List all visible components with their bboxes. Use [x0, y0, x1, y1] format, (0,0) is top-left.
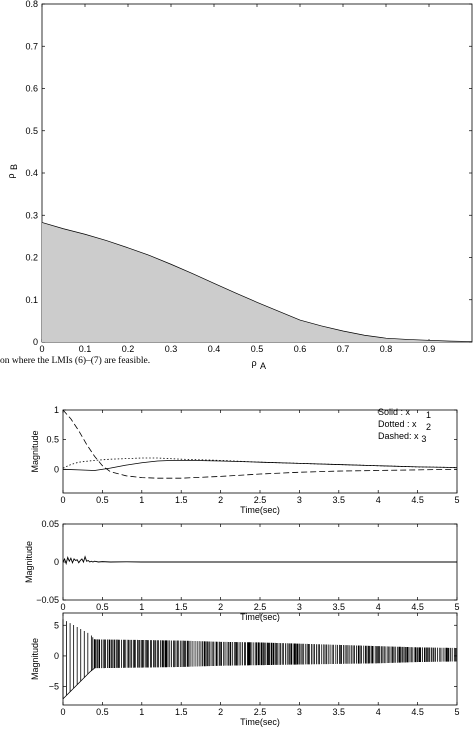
legend-entry-dashed: Dashed: x — [378, 431, 419, 441]
x-tick-label: 0.5 — [251, 344, 264, 354]
x-tick-label: 0 — [60, 495, 65, 505]
x-tick-label: 3 — [297, 495, 302, 505]
x-tick-label: 3.5 — [333, 602, 346, 612]
x-tick-label: 0.6 — [294, 344, 307, 354]
series-switching-bars — [62, 619, 457, 699]
feasible-region-chart: 0 0.1 0.2 0.3 0.4 0.5 0.6 0.7 0.8 0.9 0 0.1 0.2 0.3 0.… — [6, 0, 473, 371]
x-tick-label: 2.5 — [254, 707, 267, 717]
x-tick-label: 0.8 — [380, 344, 393, 354]
x-tick-label: 0.2 — [122, 344, 135, 354]
x-tick-label: 3.5 — [333, 495, 346, 505]
x-tick-label: 0.4 — [208, 344, 221, 354]
y-tick-label: −0.05 — [36, 595, 59, 605]
x-tick-label: 3 — [297, 707, 302, 717]
y-tick-label: 0 — [54, 464, 59, 474]
y-axis-label: Magnitude — [30, 430, 40, 472]
x-tick-label: 5 — [454, 707, 459, 717]
feasible-area — [42, 222, 472, 342]
sliding-variable-chart: 0 0.5 1 1.5 2 2.5 3 3.5 4 4.5 5−0.0500.05Time(sec)… — [24, 519, 460, 622]
y-tick-label: 0.05 — [41, 519, 59, 529]
x-tick-label: 2.5 — [254, 602, 267, 612]
x-tick-label: 4.5 — [411, 495, 424, 505]
x-tick-label: 0 — [60, 602, 65, 612]
x-tick-label: 4 — [376, 707, 381, 717]
x-tick-label: 3 — [297, 602, 302, 612]
x-tick-label: 4.5 — [411, 707, 424, 717]
y-tick-label: 0.4 — [25, 168, 38, 178]
x-tick-label: 1.5 — [175, 495, 188, 505]
x-tick-label: 0.5 — [96, 602, 109, 612]
x-axis-label: Time(sec) — [240, 505, 280, 515]
legend-entry-subscript: 3 — [421, 434, 426, 444]
x-tick-label: 2 — [218, 495, 223, 505]
state-response-chart: 0 0.5 1 1.5 2 2.5 3 3.5 4 4.5 5 0 0.5 1 Solid : x 1 Dott… — [30, 405, 460, 515]
series-line — [62, 555, 457, 566]
x-tick-label: 0.7 — [337, 344, 350, 354]
y-axis-label-group: Magnitude — [30, 430, 40, 472]
figure-caption: on where the LMIs (6)–(7) are feasible. — [0, 356, 151, 366]
x-tick-label: 0.5 — [96, 707, 109, 717]
y-tick-label: 0.6 — [25, 84, 38, 94]
x-tick-label: 4.5 — [411, 602, 424, 612]
series-line-dotted — [62, 457, 458, 469]
x-tick-label: 2 — [218, 707, 223, 717]
x-tick-label: 0.3 — [165, 344, 178, 354]
y-tick-label: 0.5 — [46, 435, 59, 445]
y-axis-label-group: Magnitude — [24, 541, 34, 583]
x-tick-label: 5 — [454, 602, 459, 612]
x-axis-label: Time(sec) — [240, 612, 280, 622]
legend-entry-dotted: Dotted : x — [378, 419, 417, 429]
x-tick-label: 4 — [376, 602, 381, 612]
x-tick-label: 1.5 — [175, 602, 188, 612]
x-tick-label: 0.1 — [79, 344, 92, 354]
y-tick-label: 0 — [54, 651, 59, 661]
x-tick-label: 2 — [218, 602, 223, 612]
x-axis-label: Time(sec) — [240, 717, 280, 727]
x-tick-label: 2.5 — [254, 495, 267, 505]
y-tick-label: 0.1 — [25, 295, 38, 305]
y-tick-label: 0.3 — [25, 210, 38, 220]
legend-entry-subscript: 2 — [426, 422, 431, 432]
series-lower-envelope — [62, 667, 95, 700]
legend-entry-subscript: 1 — [426, 410, 431, 420]
x-tick-label: 4 — [376, 495, 381, 505]
x-tick-label: 1 — [139, 602, 144, 612]
x-axis-label: ρ — [251, 358, 256, 368]
y-tick-label: 0.7 — [25, 41, 38, 51]
control-input-chart: 0 0.5 1 1.5 2 2.5 3 3.5 4 4.5 5 −5 0 5 Time(sec) Magnit… — [30, 612, 460, 727]
y-tick-label: 0.2 — [25, 253, 38, 263]
y-tick-label: 0.5 — [25, 126, 38, 136]
legend-entry-solid: Solid : x — [378, 407, 411, 417]
x-tick-label: 1 — [139, 707, 144, 717]
y-axis-label-subscript: B — [9, 164, 19, 170]
y-tick-label: 5 — [54, 620, 59, 630]
x-tick-label: 5 — [454, 495, 459, 505]
x-tick-label: 1.5 — [175, 707, 188, 717]
y-tick-label: 1 — [54, 405, 59, 415]
x-axis-label-subscript: A — [260, 361, 266, 371]
y-axis-label: ρ — [6, 173, 16, 178]
y-tick-label: 0 — [33, 337, 38, 347]
y-axis-label-group: Magnitude — [30, 638, 40, 680]
y-tick-label: −5 — [49, 682, 59, 692]
feasible-boundary-line — [41, 222, 473, 342]
series-line-solid — [62, 459, 458, 471]
y-axis-label: Magnitude — [30, 638, 40, 680]
y-axis-label: Magnitude — [24, 541, 34, 583]
y-axis-label-group: ρB — [6, 164, 19, 179]
y-tick-label: 0 — [54, 557, 59, 567]
series-line-dashed — [62, 409, 458, 479]
x-tick-label: 0.5 — [96, 495, 109, 505]
x-tick-label: 3.5 — [333, 707, 346, 717]
x-tick-label: 1 — [139, 495, 144, 505]
y-tick-label: 0.8 — [25, 0, 38, 9]
x-tick-label: 0 — [60, 707, 65, 717]
x-tick-label: 0 — [39, 344, 44, 354]
x-tick-label: 0.9 — [423, 344, 436, 354]
